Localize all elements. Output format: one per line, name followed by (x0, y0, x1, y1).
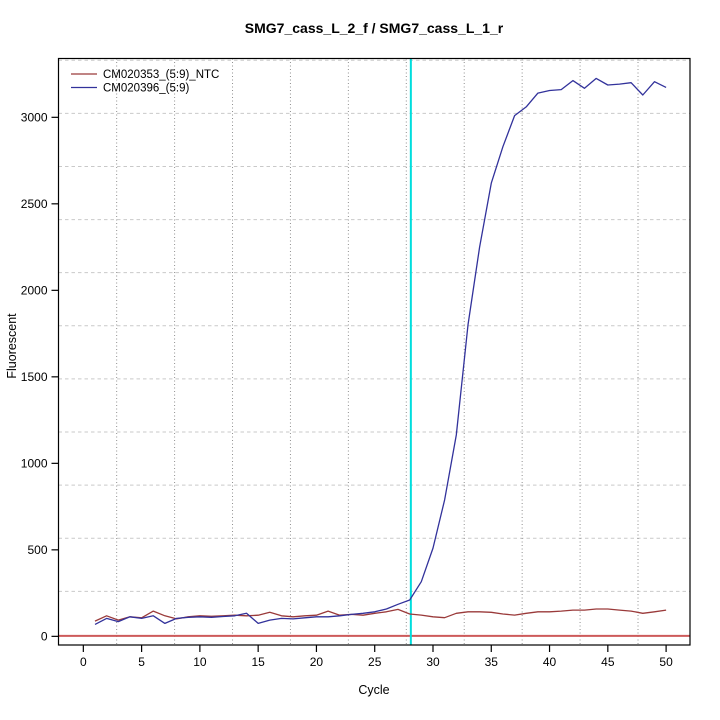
y-tick-label: 3000 (21, 110, 48, 124)
axes-layer: 0 5 10 15 20 25 30 35 40 45 5005001000150020002500… (21, 110, 673, 669)
plot-border (57, 57, 691, 646)
x-tick-label: 45 (601, 655, 615, 669)
y-axis-title: Fluorescent (5, 313, 19, 379)
x-tick-label: 10 (193, 655, 207, 669)
y-tick-label: 0 (41, 629, 48, 643)
x-tick-label: 15 (251, 655, 265, 669)
y-tick-label: 2500 (21, 197, 48, 211)
y-tick-label: 1500 (21, 370, 48, 384)
legend: CM020353_(5:9)_NTC CM020396_(5:9) (71, 69, 219, 95)
x-tick-label: 25 (368, 655, 382, 669)
gridlines-layer (58, 58, 690, 645)
chart-title: SMG7_cass_L_2_f / SMG7_cass_L_1_r (245, 20, 504, 36)
x-tick-label: 40 (543, 655, 557, 669)
x-tick-label: 5 (138, 655, 145, 669)
series-layer (94, 77, 667, 625)
legend-label: CM020353_(5:9)_NTC (103, 69, 219, 81)
y-tick-label: 1000 (21, 456, 48, 470)
x-tick-label: 35 (485, 655, 499, 669)
y-tick-label: 2000 (21, 283, 48, 297)
x-axis-title: Cycle (358, 683, 389, 697)
x-tick-label: 30 (426, 655, 440, 669)
legend-label: CM020396_(5:9) (103, 83, 189, 95)
reference-lines-layer (58, 58, 690, 645)
x-tick-label: 0 (80, 655, 87, 669)
x-tick-label: 50 (659, 655, 673, 669)
x-tick-label: 20 (310, 655, 324, 669)
series-line-1 (94, 77, 667, 625)
y-tick-label: 500 (27, 543, 47, 557)
